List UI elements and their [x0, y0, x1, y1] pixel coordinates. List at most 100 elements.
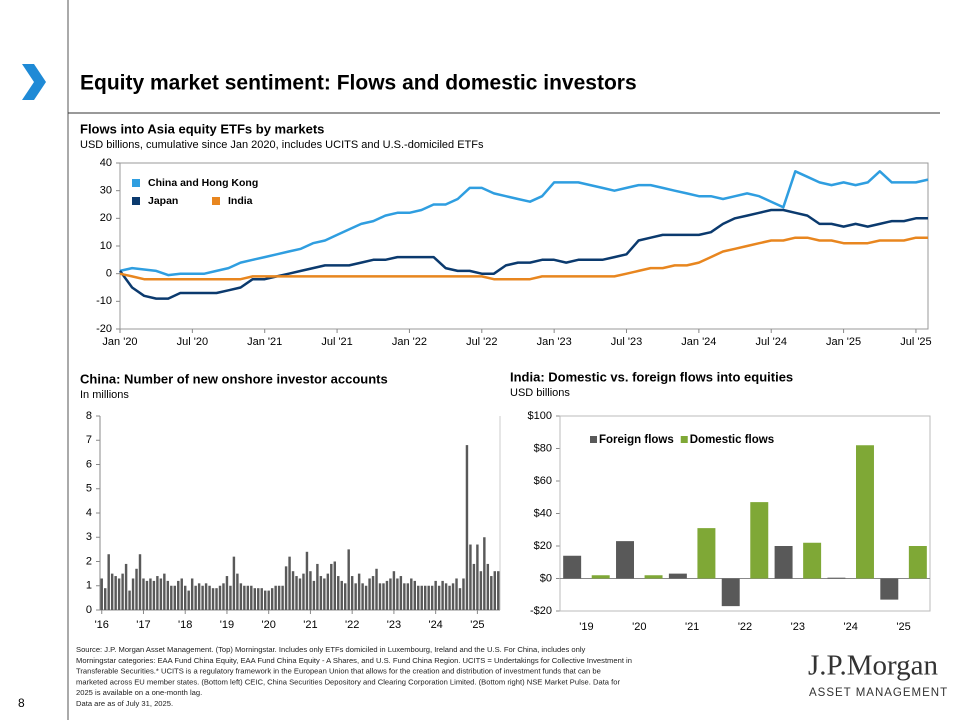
bar — [197, 583, 201, 610]
bar — [187, 590, 190, 610]
x-tick-label: '20 — [632, 621, 646, 633]
plot-frame — [559, 415, 931, 612]
bar — [337, 576, 340, 610]
bar — [180, 578, 183, 610]
bar — [430, 585, 434, 610]
bar — [368, 578, 371, 610]
legend-label: Japan — [148, 195, 178, 207]
bar — [455, 578, 458, 610]
source-note: Data are as of July 31, 2025. — [76, 699, 173, 708]
legend-label: India — [228, 195, 253, 207]
bar — [465, 445, 469, 610]
y-tick-label: 1 — [86, 580, 92, 592]
legend-swatch — [212, 197, 220, 205]
bar — [145, 580, 149, 610]
bar — [211, 588, 215, 610]
bar — [110, 573, 114, 610]
bar — [382, 583, 385, 610]
bar — [441, 580, 444, 610]
y-tick-label: 10 — [100, 240, 112, 252]
bar — [427, 585, 430, 610]
chevron-icon — [22, 64, 46, 100]
bar — [114, 576, 117, 610]
bar — [880, 578, 899, 600]
bar — [448, 585, 451, 610]
bar — [364, 585, 368, 610]
bar — [298, 578, 302, 610]
bar — [319, 576, 323, 610]
legend-swatch — [132, 197, 140, 205]
y-tick-label: $60 — [534, 475, 552, 487]
bar — [156, 576, 159, 610]
y-tick-label: 8 — [86, 410, 92, 422]
bar — [260, 588, 263, 610]
bar — [253, 588, 256, 610]
legend-swatch — [132, 179, 140, 187]
y-tick-label: 7 — [86, 434, 92, 446]
legend-label: Domestic flows — [690, 434, 774, 446]
bar — [472, 563, 476, 610]
bar — [486, 563, 490, 610]
legend-label: China and Hong Kong — [148, 177, 258, 189]
y-tick-label: 30 — [100, 185, 112, 197]
bar — [908, 546, 927, 579]
bar — [194, 585, 197, 610]
logo-subtitle: ASSET MANAGEMENT — [809, 687, 948, 699]
chart-title: Flows into Asia equity ETFs by markets — [80, 121, 324, 136]
bar — [340, 580, 343, 610]
bar — [243, 585, 246, 610]
bar — [330, 563, 333, 610]
x-tick-label: '25 — [896, 621, 910, 633]
bar — [399, 576, 403, 610]
bar — [190, 578, 194, 610]
bar — [131, 578, 135, 610]
bar — [644, 575, 663, 579]
bar — [309, 571, 312, 610]
bar — [347, 549, 350, 610]
bar — [354, 583, 357, 610]
bar — [344, 583, 347, 610]
x-tick-label: '19 — [220, 619, 234, 631]
bar — [410, 578, 413, 610]
bar — [117, 578, 121, 610]
y-tick-label: $100 — [528, 410, 552, 422]
x-tick-label: '22 — [738, 621, 752, 633]
bar — [616, 541, 634, 579]
x-tick-label: Jul '20 — [177, 336, 208, 348]
legend-swatch — [680, 436, 688, 443]
logo: J.P.Morgan — [808, 650, 938, 682]
x-tick-label: '22 — [345, 619, 359, 631]
bar — [184, 585, 187, 610]
x-tick-label: '18 — [178, 619, 192, 631]
bar — [497, 571, 500, 610]
bar — [357, 573, 361, 610]
bar — [437, 585, 441, 610]
bar — [462, 578, 465, 610]
bar — [856, 445, 874, 579]
bar — [417, 585, 420, 610]
bar — [668, 573, 687, 579]
bar — [424, 585, 427, 610]
bar — [152, 580, 156, 610]
bar — [350, 576, 354, 610]
bar — [121, 573, 124, 610]
bar — [246, 585, 250, 610]
x-tick-label: Jul '21 — [321, 336, 352, 348]
bar — [291, 571, 295, 610]
bar — [100, 578, 103, 610]
bar — [201, 585, 204, 610]
bar — [721, 578, 740, 607]
bar — [312, 580, 316, 610]
x-tick-label: '24 — [844, 621, 858, 633]
bar — [163, 573, 166, 610]
bar — [406, 583, 410, 610]
y-tick-label: $80 — [534, 442, 552, 454]
bar — [257, 588, 260, 610]
bar — [281, 585, 284, 610]
bar — [476, 544, 479, 610]
x-tick-label: Jan '24 — [681, 336, 716, 348]
y-tick-label: 5 — [86, 483, 92, 495]
bar — [288, 556, 291, 610]
bar — [305, 551, 309, 610]
